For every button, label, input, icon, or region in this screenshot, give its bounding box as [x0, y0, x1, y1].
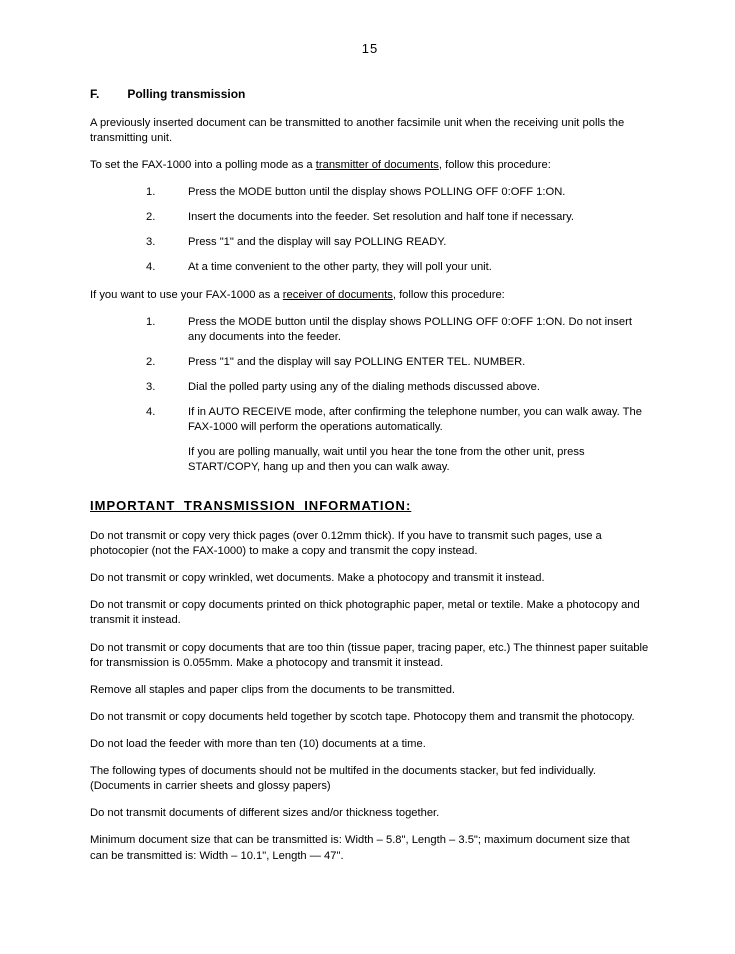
- section-heading: F. Polling transmission: [90, 86, 650, 102]
- step-text: Dial the polled party using any of the d…: [188, 380, 650, 395]
- step-text: Press "1" and the display will say POLLI…: [188, 235, 650, 250]
- transmitter-lead-in: To set the FAX-1000 into a polling mode …: [90, 158, 650, 173]
- step-text: Press "1" and the display will say POLLI…: [188, 355, 650, 370]
- step-number: 3.: [146, 235, 188, 250]
- underlined-text: transmitter of documents: [316, 159, 439, 171]
- step-number: 1.: [146, 185, 188, 200]
- list-item: 2. Insert the documents into the feeder.…: [90, 210, 650, 225]
- step-number: 3.: [146, 380, 188, 395]
- receiver-lead-in: If you want to use your FAX-1000 as a re…: [90, 288, 650, 303]
- document-page: 15 F. Polling transmission A previously …: [0, 0, 735, 954]
- step-number: 4.: [146, 260, 188, 275]
- important-paragraph: Do not transmit or copy documents held t…: [90, 710, 650, 725]
- list-item: 1. Press the MODE button until the displ…: [90, 185, 650, 200]
- important-paragraph: The following types of documents should …: [90, 764, 650, 794]
- important-paragraph: Do not transmit or copy documents that a…: [90, 641, 650, 671]
- text: To set the FAX-1000 into a polling mode …: [90, 159, 316, 171]
- list-item: 3. Dial the polled party using any of th…: [90, 380, 650, 395]
- page-number: 15: [90, 40, 650, 58]
- important-paragraph: Do not transmit or copy wrinkled, wet do…: [90, 571, 650, 586]
- receiver-steps: 1. Press the MODE button until the displ…: [90, 315, 650, 476]
- important-heading: IMPORTANT TRANSMISSION INFORMATION:: [90, 497, 650, 515]
- important-paragraph: Minimum document size that can be transm…: [90, 833, 650, 863]
- section-letter: F.: [90, 86, 124, 102]
- text: If you want to use your FAX-1000 as a: [90, 289, 283, 301]
- text: , follow this procedure:: [439, 159, 551, 171]
- step-number: 1.: [146, 315, 188, 345]
- step-text: Press the MODE button until the display …: [188, 315, 650, 345]
- step-number: 2.: [146, 355, 188, 370]
- step-text: If in AUTO RECEIVE mode, after confirmin…: [188, 405, 650, 435]
- important-paragraph: Do not transmit documents of different s…: [90, 806, 650, 821]
- list-item: 4. If in AUTO RECEIVE mode, after confir…: [90, 405, 650, 435]
- step-number: 2.: [146, 210, 188, 225]
- step-text: Insert the documents into the feeder. Se…: [188, 210, 650, 225]
- transmitter-steps: 1. Press the MODE button until the displ…: [90, 185, 650, 275]
- list-item: 3. Press "1" and the display will say PO…: [90, 235, 650, 250]
- important-paragraph: Do not transmit or copy documents printe…: [90, 598, 650, 628]
- important-paragraph: Do not load the feeder with more than te…: [90, 737, 650, 752]
- text: , follow this procedure:: [393, 289, 505, 301]
- section-title: Polling transmission: [127, 87, 245, 101]
- step-text: Press the MODE button until the display …: [188, 185, 650, 200]
- step-continuation: If you are polling manually, wait until …: [90, 445, 650, 475]
- step-text: At a time convenient to the other party,…: [188, 260, 650, 275]
- list-item: 1. Press the MODE button until the displ…: [90, 315, 650, 345]
- intro-paragraph: A previously inserted document can be tr…: [90, 116, 650, 146]
- list-item: 2. Press "1" and the display will say PO…: [90, 355, 650, 370]
- list-item: 4. At a time convenient to the other par…: [90, 260, 650, 275]
- underlined-text: receiver of documents: [283, 289, 393, 301]
- step-number: 4.: [146, 405, 188, 435]
- important-paragraph: Do not transmit or copy very thick pages…: [90, 529, 650, 559]
- important-paragraph: Remove all staples and paper clips from …: [90, 683, 650, 698]
